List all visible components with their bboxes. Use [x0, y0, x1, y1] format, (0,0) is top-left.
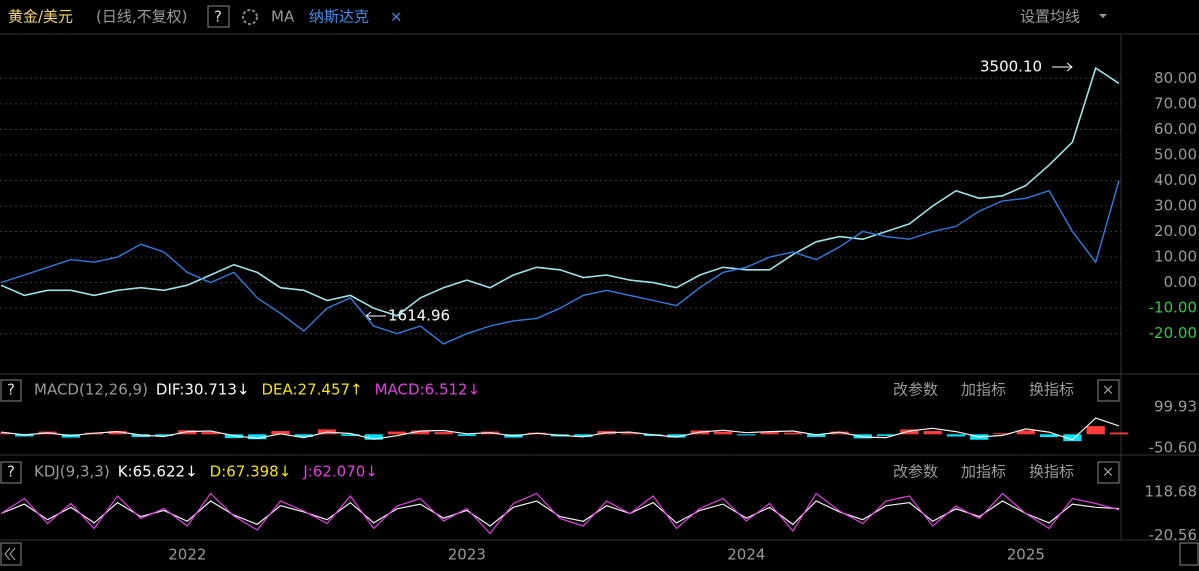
close[interactable]: ×: [1102, 381, 1115, 399]
series-line: [0, 417, 1120, 441]
macd-bar: [1109, 432, 1129, 435]
ma-settings[interactable]: 设置均线: [1020, 8, 1080, 26]
y-tick-label: -20.00: [1149, 324, 1197, 342]
indicator-title: MACD(12,26,9): [34, 381, 148, 399]
readout: MACD:6.512↓: [375, 381, 481, 399]
max-arrow: [1052, 62, 1073, 72]
macd-bar: [387, 431, 407, 435]
macd-bar: [783, 432, 803, 435]
macd-bar: [1086, 426, 1105, 435]
readout: K:65.622↓: [118, 463, 198, 481]
macd-bar: [294, 434, 313, 438]
indicator-title: KDJ(9,3,3): [34, 463, 110, 481]
y-tick-label: 50.00: [1154, 145, 1197, 163]
macd-bar: [667, 434, 686, 438]
help-box[interactable]: [207, 5, 230, 28]
readout: DIF:30.713↓: [156, 381, 250, 399]
macd-bar: [946, 434, 966, 437]
close-compare[interactable]: ×: [390, 8, 403, 26]
ma[interactable]: MA: [271, 8, 295, 26]
series-line: [0, 492, 1120, 535]
macd-bar: [178, 430, 197, 435]
macd-bar: [993, 433, 1012, 435]
macd-bar: [271, 431, 290, 435]
macd-bar: [341, 434, 360, 436]
y-tick-label: 118.68: [1145, 483, 1198, 501]
panel-button[interactable]: 改参数: [893, 381, 938, 399]
scroll-right[interactable]: [1179, 542, 1199, 566]
macd-bar: [574, 434, 593, 438]
help-box[interactable]: [0, 461, 22, 484]
macd-bar: [411, 430, 430, 435]
series-line: [0, 66, 1120, 317]
symbol[interactable]: 黄金/美元: [8, 8, 73, 26]
x-tick-label: 2024: [727, 546, 765, 564]
macd-bar: [923, 431, 942, 435]
close-box[interactable]: [1097, 379, 1120, 402]
readout: J:62.070↓: [302, 463, 378, 481]
y-tick-label: 10.00: [1154, 248, 1197, 266]
panel-button[interactable]: 换指标: [1029, 463, 1074, 481]
y-tick-label: 70.00: [1154, 94, 1197, 112]
series-line: [0, 180, 1120, 345]
series-line: [0, 500, 1120, 527]
macd-bar: [0, 432, 11, 435]
y-tick-label: -10.00: [1149, 299, 1197, 317]
y-tick-label: 40.00: [1154, 171, 1197, 189]
macd-bar: [364, 434, 383, 440]
macd-bar: [1039, 434, 1059, 438]
close-box[interactable]: [1097, 461, 1120, 484]
scroll-left[interactable]: [0, 542, 22, 566]
panel-button[interactable]: 加指标: [961, 463, 1006, 481]
compare-name: 纳斯达克: [309, 8, 369, 26]
macd-bar: [713, 431, 733, 435]
gear-icon[interactable]: [242, 9, 258, 25]
help[interactable]: ?: [7, 463, 15, 481]
y-tick-label: 60.00: [1154, 120, 1197, 138]
macd-bar: [737, 434, 756, 436]
macd-bar: [760, 432, 779, 435]
readout: DEA:27.457↑: [261, 381, 362, 399]
x-tick-label: 2023: [448, 546, 486, 564]
y-tick-label: 20.00: [1154, 222, 1197, 240]
macd-bar: [876, 434, 896, 436]
x-tick-label: 2025: [1007, 546, 1045, 564]
macd-bar: [620, 433, 640, 435]
x-tick-label: 2022: [168, 546, 206, 564]
help[interactable]: ?: [214, 8, 222, 26]
help[interactable]: ?: [7, 381, 15, 399]
macd-bar: [201, 432, 220, 435]
macd-bar: [248, 434, 267, 440]
panel-button[interactable]: 加指标: [961, 381, 1006, 399]
y-tick-label: 99.93: [1154, 398, 1197, 416]
macd-bar: [853, 434, 872, 439]
y-tick-label: 0.00: [1164, 273, 1197, 291]
panel-button[interactable]: 换指标: [1029, 381, 1074, 399]
y-tick-label: 30.00: [1154, 197, 1197, 215]
macd-bar: [434, 432, 453, 435]
scroll-icon[interactable]: [4, 547, 16, 561]
macd-bar: [108, 431, 127, 435]
macd-bar: [1016, 430, 1035, 435]
max-label: 3500.10: [980, 58, 1042, 76]
panel-button[interactable]: 改参数: [893, 463, 938, 481]
macd-bar: [154, 434, 174, 436]
help-box[interactable]: [0, 379, 22, 402]
y-tick-label: -50.60: [1149, 439, 1197, 457]
readout: D:67.398↓: [210, 463, 292, 481]
macd-bar: [807, 434, 826, 438]
mode: (日线,不复权): [96, 8, 187, 26]
y-tick-label: 80.00: [1154, 69, 1197, 87]
close[interactable]: ×: [1102, 463, 1115, 481]
dropdown-arrow[interactable]: [1099, 14, 1107, 18]
macd-bar: [457, 434, 476, 436]
y-tick-label: -20.56: [1149, 526, 1197, 544]
macd-bar: [830, 431, 849, 435]
macd-bar: [900, 429, 919, 435]
macd-bar: [1063, 434, 1082, 442]
